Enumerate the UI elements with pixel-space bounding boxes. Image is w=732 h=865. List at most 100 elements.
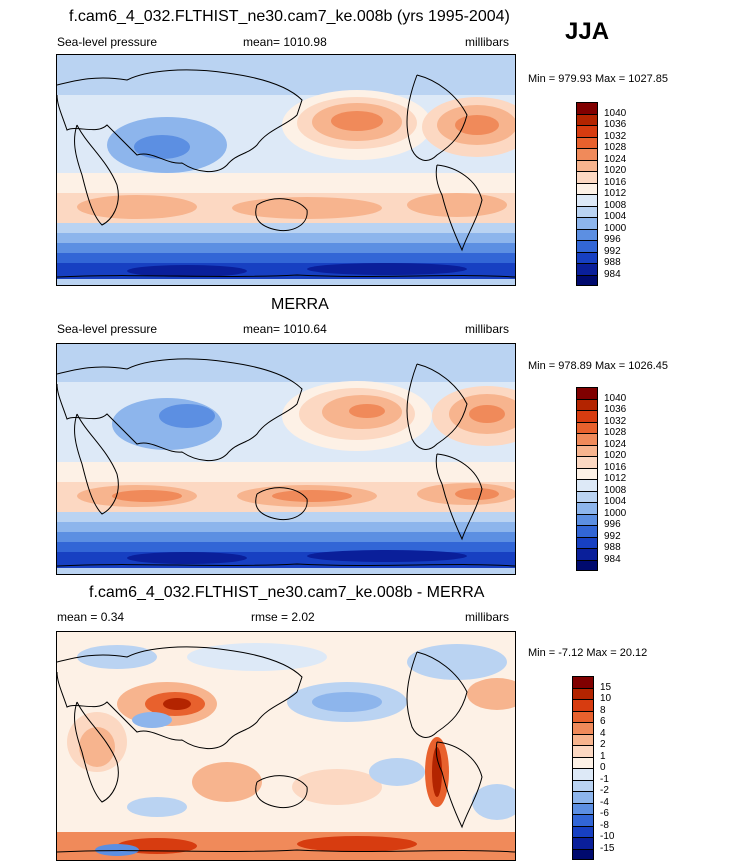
- colorbar-label: 988: [604, 542, 621, 553]
- colorbar-swatch: [576, 205, 598, 217]
- panel-1-map: [56, 54, 516, 286]
- colorbar-swatch: [576, 398, 598, 410]
- colorbar-label: 1: [600, 750, 606, 762]
- colorbar-label: 1012: [604, 188, 627, 199]
- colorbar-swatch: [572, 745, 594, 757]
- colorbar-label: 1016: [604, 176, 627, 188]
- colorbar-label: -2: [600, 785, 609, 796]
- colorbar-label: 992: [604, 245, 621, 257]
- panel-1-units-label: millibars: [465, 35, 510, 49]
- panel-2-mean-label: mean= 1010.64: [243, 322, 327, 336]
- colorbar-label: 1024: [604, 153, 627, 165]
- colorbar-label: -6: [600, 808, 609, 819]
- colorbar-swatch: [576, 456, 598, 468]
- colorbar-label: -4: [600, 796, 609, 808]
- panel-1-variable-label: Sea-level pressure: [57, 35, 158, 49]
- colorbar-label: 984: [604, 553, 621, 565]
- colorbar-swatch: [576, 171, 598, 183]
- colorbar-label: 1000: [604, 507, 627, 519]
- colorbar-label: 1028: [604, 142, 627, 153]
- colorbar-swatch: [572, 848, 594, 860]
- colorbar-label: -15: [600, 842, 615, 854]
- panel-2-map: [56, 343, 516, 575]
- colorbar-swatch: [572, 756, 594, 768]
- colorbar-frame: [576, 102, 598, 286]
- colorbar-label: 1028: [604, 427, 627, 438]
- panel-3-mean-label: mean = 0.34: [57, 610, 125, 624]
- panel-1-min-max: Min = 979.93 Max = 1027.85: [528, 73, 669, 85]
- colorbar-label: 1008: [604, 199, 627, 211]
- colorbar-label: 1016: [604, 461, 627, 473]
- colorbar-label: 1032: [604, 415, 627, 427]
- colorbar-swatch: [576, 194, 598, 206]
- colorbar-swatch: [576, 251, 598, 263]
- colorbar-label: 996: [604, 519, 621, 530]
- colorbar-swatch: [572, 722, 594, 734]
- colorbar-label: 1008: [604, 484, 627, 496]
- colorbar-swatch: [576, 490, 598, 502]
- colorbar-swatch: [576, 159, 598, 171]
- colorbar-swatch: [572, 802, 594, 814]
- colorbar-frame: [576, 387, 598, 571]
- colorbar-swatch: [572, 687, 594, 699]
- colorbar-swatch: [576, 148, 598, 160]
- panel-2-variable-label: Sea-level pressure: [57, 322, 158, 336]
- colorbar-label: -1: [600, 773, 609, 785]
- colorbar-swatch: [576, 513, 598, 525]
- colorbar-label: 1024: [604, 438, 627, 450]
- colorbar-label: 1036: [604, 119, 627, 130]
- colorbar-label: 8: [600, 704, 606, 716]
- colorbar-swatch: [572, 814, 594, 826]
- colorbar-swatch: [572, 699, 594, 711]
- colorbar-swatch: [576, 274, 598, 286]
- colorbar-label: 992: [604, 530, 621, 542]
- panel-2-min-max: Min = 978.89 Max = 1026.45: [528, 360, 669, 372]
- colorbar-swatch: [572, 837, 594, 849]
- colorbar-swatch: [576, 467, 598, 479]
- colorbar-swatch: [572, 710, 594, 722]
- colorbar-swatch: [572, 791, 594, 803]
- colorbar-label: 1032: [604, 130, 627, 142]
- colorbar-swatch: [576, 182, 598, 194]
- colorbar-label: 988: [604, 257, 621, 268]
- colorbar-label: 1004: [604, 211, 627, 222]
- panel-1-title: f.cam6_4_032.FLTHIST_ne30.cam7_ke.008b (…: [69, 8, 510, 25]
- colorbar-swatch: [576, 136, 598, 148]
- colorbar-swatch: [576, 217, 598, 229]
- panel-3-min-max: Min = -7.12 Max = 20.12: [528, 647, 648, 659]
- colorbar-swatch: [576, 479, 598, 491]
- panel-3-rmse-label: rmse = 2.02: [251, 610, 315, 624]
- colorbar-label: -8: [600, 819, 609, 831]
- colorbar-swatch: [572, 779, 594, 791]
- colorbar-swatch: [576, 559, 598, 571]
- panel-3-map: [56, 631, 516, 861]
- colorbar-label: 10: [600, 693, 612, 704]
- colorbar-swatch: [576, 421, 598, 433]
- colorbar-swatch: [572, 733, 594, 745]
- colorbar-label: 1036: [604, 404, 627, 415]
- colorbar-label: 1040: [604, 392, 627, 404]
- panel-3-title: f.cam6_4_032.FLTHIST_ne30.cam7_ke.008b -…: [89, 584, 485, 601]
- colorbar-label: 4: [600, 727, 606, 739]
- colorbar-swatch: [576, 410, 598, 422]
- colorbar-swatch: [576, 433, 598, 445]
- colorbar-label: 996: [604, 234, 621, 245]
- colorbar-swatch: [576, 240, 598, 252]
- colorbar-label: 1000: [604, 222, 627, 234]
- colorbar-label: 1004: [604, 496, 627, 507]
- colorbar-swatch: [576, 263, 598, 275]
- colorbar-label: 6: [600, 716, 606, 727]
- panel-2-title: MERRA: [271, 296, 329, 313]
- colorbar-swatch: [576, 502, 598, 514]
- colorbar-label: 1020: [604, 450, 627, 461]
- season-label: JJA: [565, 18, 610, 45]
- colorbar-frame: [572, 676, 594, 860]
- colorbar-swatch: [576, 125, 598, 137]
- panel-1-mean-label: mean= 1010.98: [243, 35, 327, 49]
- colorbar-swatch: [576, 525, 598, 537]
- panel-3-units-label: millibars: [465, 610, 510, 624]
- colorbar-swatch: [576, 536, 598, 548]
- colorbar-label: -10: [600, 831, 615, 842]
- colorbar-label: 15: [600, 681, 612, 693]
- colorbar-label: 1020: [604, 165, 627, 176]
